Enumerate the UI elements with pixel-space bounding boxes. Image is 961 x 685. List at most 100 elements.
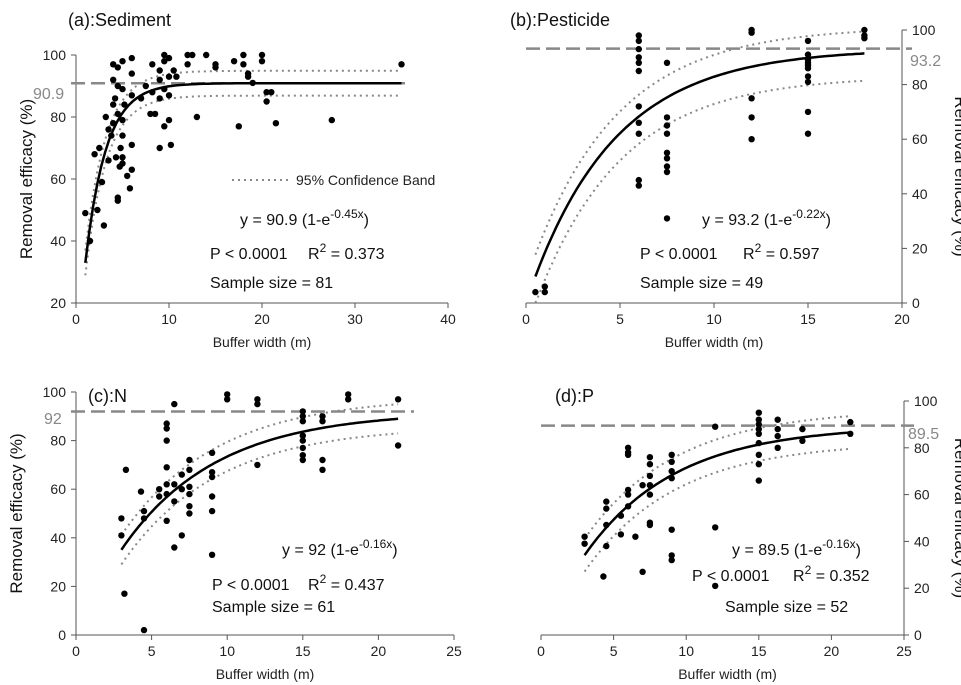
data-point bbox=[86, 237, 94, 245]
data-point bbox=[663, 155, 671, 162]
data-point bbox=[755, 461, 762, 468]
y-tick-label: 60 bbox=[50, 481, 66, 497]
data-point bbox=[394, 442, 402, 449]
y-tick-label: 40 bbox=[50, 233, 66, 249]
x-tick-label: 10 bbox=[678, 643, 694, 659]
panel-title: (c):N bbox=[88, 386, 127, 406]
data-point bbox=[712, 582, 719, 590]
data-point bbox=[119, 132, 126, 139]
confidence-band-upper bbox=[84, 69, 402, 251]
x-tick-label: 25 bbox=[446, 643, 462, 659]
data-point bbox=[345, 396, 352, 403]
data-point bbox=[208, 507, 216, 515]
data-point bbox=[755, 421, 762, 428]
y-tick-label: 0 bbox=[58, 627, 66, 643]
data-point bbox=[128, 70, 135, 77]
sample-size: Sample size = 52 bbox=[725, 599, 848, 616]
data-point bbox=[755, 451, 762, 458]
data-point bbox=[268, 89, 275, 96]
data-point bbox=[121, 590, 128, 597]
confidence-band-lower bbox=[84, 94, 402, 276]
y-tick-label: 100 bbox=[914, 393, 938, 409]
legend-label: 95% Confidence Band bbox=[296, 172, 435, 188]
data-point bbox=[774, 432, 781, 440]
data-point bbox=[117, 144, 124, 152]
data-point bbox=[110, 101, 117, 108]
data-point bbox=[186, 483, 193, 490]
y-tick-label: 60 bbox=[50, 171, 66, 187]
data-point bbox=[203, 51, 210, 59]
data-point bbox=[847, 430, 854, 437]
data-point bbox=[603, 521, 610, 529]
data-point bbox=[140, 515, 148, 522]
data-point bbox=[646, 461, 654, 468]
data-point bbox=[663, 149, 671, 156]
data-point bbox=[394, 396, 402, 403]
data-point bbox=[635, 54, 642, 61]
data-point bbox=[224, 396, 231, 403]
data-point bbox=[186, 456, 193, 464]
data-point bbox=[328, 116, 335, 124]
data-point bbox=[774, 416, 781, 423]
x-axis-label: Buffer width (m) bbox=[678, 666, 777, 682]
data-point bbox=[140, 507, 148, 515]
x-tick-label: 0 bbox=[537, 643, 545, 659]
data-point bbox=[635, 32, 642, 39]
confidence-band-lower bbox=[583, 447, 851, 573]
data-point bbox=[240, 61, 247, 68]
data-point bbox=[122, 466, 130, 473]
data-point bbox=[121, 101, 128, 108]
p-value: P < 0.0001 bbox=[692, 568, 770, 585]
y-tick-label: 0 bbox=[912, 295, 920, 311]
data-point bbox=[163, 425, 170, 432]
data-point bbox=[112, 154, 120, 161]
panel-title: (a):Sediment bbox=[68, 10, 171, 30]
data-point bbox=[804, 108, 812, 116]
data-point bbox=[345, 391, 352, 398]
data-point bbox=[603, 542, 610, 550]
data-point bbox=[804, 37, 812, 45]
sample-size: Sample size = 49 bbox=[640, 275, 763, 292]
data-point bbox=[110, 120, 117, 127]
y-tick-label: 60 bbox=[912, 131, 928, 147]
data-point bbox=[635, 182, 642, 189]
data-point bbox=[171, 544, 178, 551]
data-point bbox=[208, 551, 216, 558]
data-point bbox=[299, 432, 306, 439]
panel-title: (b):Pesticide bbox=[510, 10, 610, 30]
data-point bbox=[149, 89, 156, 96]
data-point bbox=[804, 65, 812, 72]
data-point bbox=[186, 510, 193, 517]
data-point bbox=[663, 114, 671, 121]
y-tick-label: 80 bbox=[50, 433, 66, 449]
data-point bbox=[263, 89, 270, 96]
data-point bbox=[165, 116, 173, 124]
data-point bbox=[128, 54, 135, 62]
data-point bbox=[755, 430, 762, 437]
r-squared: R2 = 0.373 bbox=[308, 241, 385, 263]
data-point bbox=[581, 533, 588, 540]
y-axis-label: Removal efficacy (%) bbox=[951, 96, 961, 256]
x-tick-label: 10 bbox=[161, 311, 177, 327]
data-point bbox=[173, 73, 180, 80]
fit-curve bbox=[534, 52, 865, 277]
data-point bbox=[624, 486, 632, 494]
data-point bbox=[128, 92, 135, 99]
data-point bbox=[82, 209, 89, 217]
fit-equation: y = 90.9 (1-e-0.45x) bbox=[240, 207, 369, 229]
data-point bbox=[663, 130, 671, 137]
data-point bbox=[617, 531, 625, 538]
data-point bbox=[108, 132, 115, 139]
data-point bbox=[193, 113, 201, 121]
x-tick-label: 30 bbox=[347, 311, 363, 327]
y-tick-label: 20 bbox=[50, 578, 66, 594]
data-point bbox=[635, 45, 642, 53]
sample-size: Sample size = 61 bbox=[212, 599, 335, 616]
data-point bbox=[663, 122, 671, 129]
data-point bbox=[603, 498, 610, 505]
y-tick-label: 80 bbox=[912, 77, 928, 93]
data-point bbox=[748, 29, 755, 36]
y-tick-label: 20 bbox=[914, 580, 930, 596]
data-point bbox=[110, 61, 117, 68]
